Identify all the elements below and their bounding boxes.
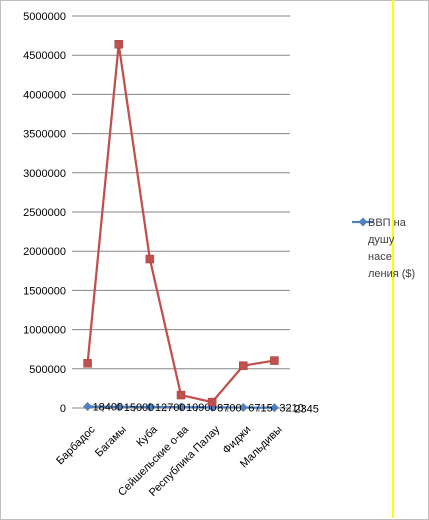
y-tick-label: 5000000	[23, 11, 66, 23]
legend-label: насе	[368, 251, 392, 263]
data-value-label: 8700	[217, 402, 241, 414]
data-point-diamond	[145, 402, 155, 412]
x-category-label: Барбадос	[54, 423, 98, 467]
y-tick-label: 2500000	[23, 207, 66, 219]
data-point-square	[145, 254, 155, 264]
legend-label: ВВП на	[368, 217, 407, 229]
data-value-label: 2345	[294, 404, 318, 416]
y-tick-label: 1000000	[23, 325, 66, 337]
data-value-label: 18400	[93, 402, 124, 414]
y-tick-label: 0	[60, 403, 66, 415]
series-line	[86, 44, 275, 404]
x-category-label: Багамы	[93, 424, 129, 460]
y-tick-label: 3000000	[23, 168, 66, 180]
y-tick-label: 4500000	[23, 50, 66, 62]
y-tick-label: 4000000	[23, 89, 66, 101]
data-point-diamond	[238, 402, 248, 412]
y-tick-label: 2000000	[23, 246, 66, 258]
legend-label: душу	[368, 234, 395, 246]
y-tick-label: 500000	[29, 364, 66, 376]
data-point-square	[176, 390, 186, 400]
data-point-square	[207, 397, 217, 407]
data-point-square	[83, 359, 92, 368]
data-point-square	[239, 361, 248, 370]
data-point-diamond	[176, 402, 186, 412]
data-point-square	[114, 39, 123, 49]
data-point-diamond	[114, 402, 124, 412]
data-point-diamond	[269, 403, 279, 413]
data-value-label: 6715	[248, 402, 272, 414]
data-value-label: 15000	[124, 402, 155, 414]
data-point-diamond	[83, 402, 93, 412]
data-value-label: 3210	[279, 403, 303, 415]
legend-label: ления ($)	[368, 268, 415, 280]
yellow-guide-line	[392, 0, 394, 518]
y-tick-label: 1500000	[23, 285, 66, 297]
data-point-square	[270, 356, 279, 365]
data-value-label: 12700	[155, 402, 186, 414]
legend-marker-icon	[358, 217, 368, 227]
x-category-label: Куба	[134, 423, 160, 449]
y-tick-label: 3500000	[23, 129, 66, 141]
